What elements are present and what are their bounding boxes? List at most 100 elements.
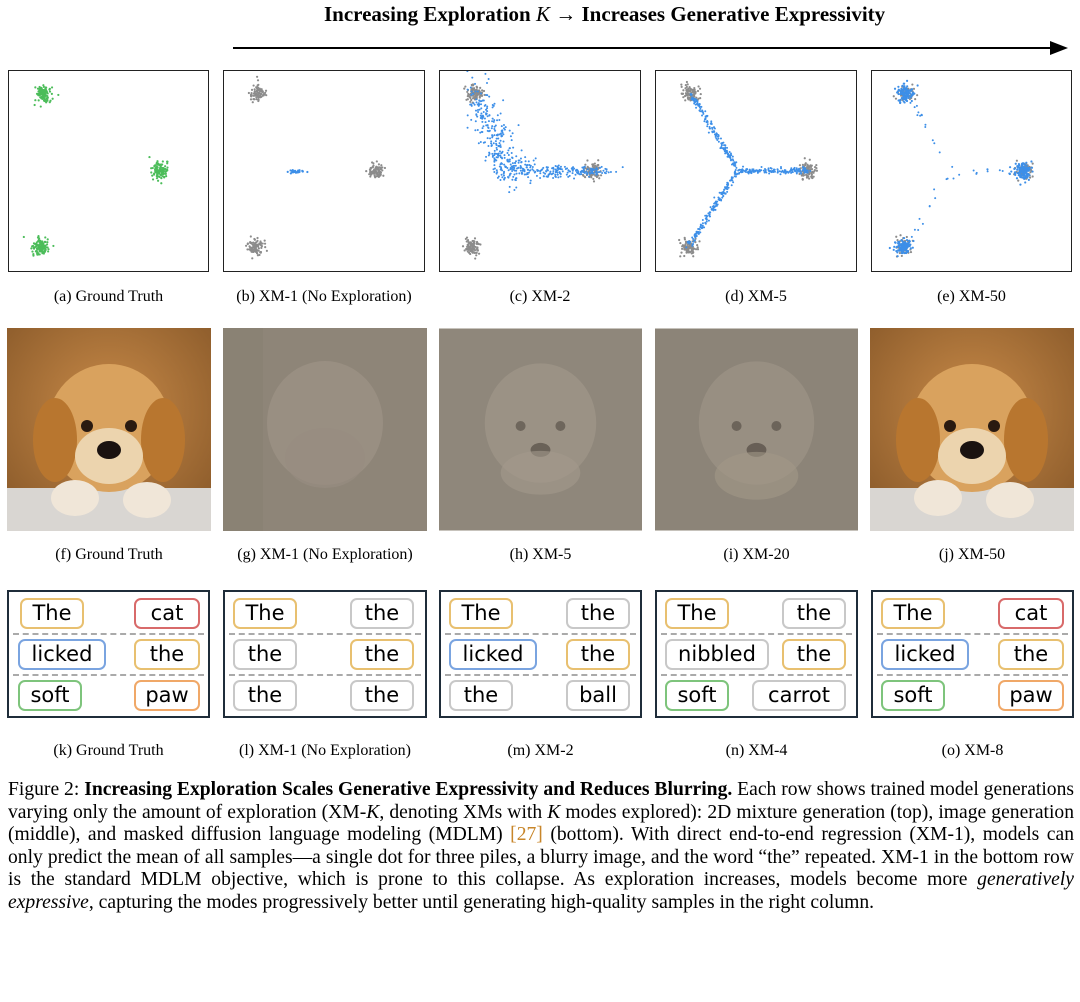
scatter-point [779,166,782,169]
scatter-point [487,126,490,129]
scatter-point [264,246,267,249]
scatter-point [249,249,252,252]
scatter-point [687,87,690,91]
scatter-point [803,157,806,160]
scatter-point [692,94,695,97]
scatter-point [731,179,734,182]
scatter-point [511,168,514,171]
scatter-point [508,174,511,177]
scatter-point [515,169,518,172]
scatter-point [600,165,603,168]
caption-text: (bottom). With direct end-to-end regress… [8,824,1074,891]
scatter-point [748,170,751,173]
scatter-point [801,163,805,166]
scatter-point [684,83,687,87]
scatter-point [1013,167,1016,171]
scatter-point [525,166,528,169]
scatter-point [734,175,737,178]
scatter-point [808,158,811,161]
scatter-point [517,124,520,127]
scatter-point [265,249,268,252]
scatter-point [503,156,506,159]
scatter-point [520,172,523,175]
citation-link[interactable]: [27] [510,824,543,846]
scatter-point [695,106,698,109]
scatter-point [694,233,697,236]
scatter-point [36,247,39,250]
scatter-point [150,167,153,170]
scatter-point [546,166,549,169]
scatter-point [256,236,259,240]
scatter-point [470,242,473,245]
scatter-point [250,88,254,91]
token: soft [665,680,729,711]
scatter-point [582,168,585,171]
scatter-point [693,92,696,95]
scatter-point [507,154,510,157]
scatter-point [809,168,812,171]
scatter-point [377,171,380,174]
scatter-point [972,169,975,172]
token: the [782,598,846,629]
scatter-point [900,88,904,91]
scatter-point [801,165,804,168]
scatter-point [150,171,153,174]
scatter-point [912,239,915,243]
scatter-point [589,169,592,172]
scatter-point [151,178,155,181]
scatter-point [486,81,489,84]
scatter-point [905,79,909,82]
scatter-point [22,235,25,239]
scatter-point [720,146,723,149]
scatter-point [166,162,169,165]
scatter-point [803,170,806,173]
scatter-point [522,168,525,171]
scatter-point [493,125,496,128]
scatter-point [708,126,711,129]
scatter-point [898,89,901,92]
scatter-point [924,123,927,126]
scatter-point [572,166,575,169]
scatter-point [586,172,589,175]
dog-image-xm20 [655,328,858,531]
token: the [233,639,297,670]
scatter-point [474,245,477,249]
scatter-point [713,130,716,133]
blurry-picture-xm1 [223,328,427,531]
scatter-point [551,172,554,175]
scatter-point [471,244,474,248]
scatter-point [373,171,376,175]
scatter-point [687,89,691,93]
scatter-point [597,163,600,167]
scatter-point [559,165,562,168]
scatter-point [578,173,581,176]
scatter-point [544,172,547,175]
scatter-point [902,88,906,91]
scatter-point [692,240,695,243]
token: soft [18,680,82,711]
scatter-point [482,141,485,144]
divider [661,633,852,635]
scatter-point [986,170,989,173]
scatter-point [723,150,726,153]
scatter-point [519,167,522,170]
scatter-point [493,128,496,131]
scatter-point [795,167,798,170]
token: the [566,598,630,629]
scatter-point [463,249,466,252]
scatter-point [46,98,49,101]
scatter-point [31,245,34,248]
scatter-point [1031,170,1034,173]
scatter-point [1019,183,1022,186]
scatter-point [583,165,586,168]
scatter-point [480,130,483,133]
scatter-point [574,173,577,176]
scatter-point [467,247,470,251]
scatter-point [491,125,494,128]
caption-n: (n) XM-4 [725,742,788,759]
scatter-point [43,97,46,100]
scatter-point [478,103,481,106]
token: soft [881,680,945,711]
scatter-point [682,96,685,99]
scatter-point [680,251,683,254]
